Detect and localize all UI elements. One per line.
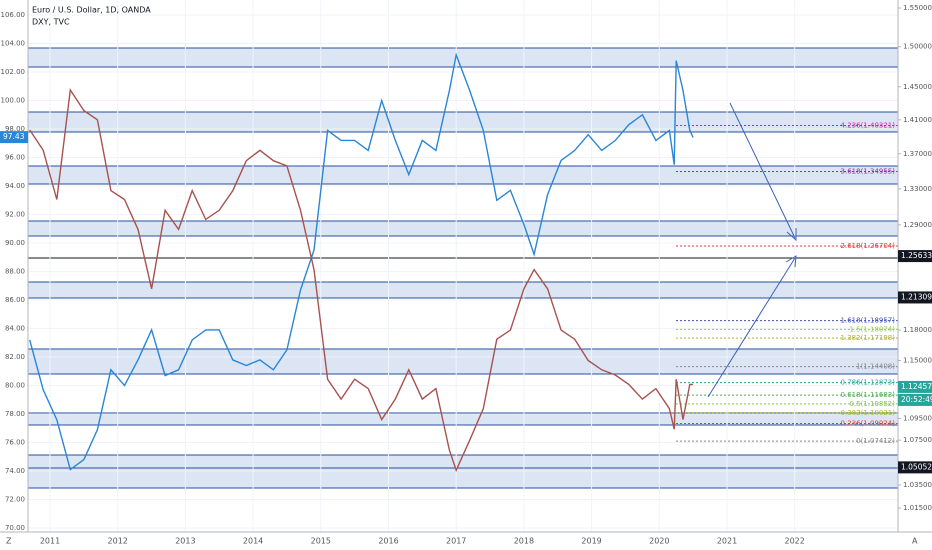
y-tick-label: 72.00 — [5, 496, 25, 504]
corner-label: Z — [6, 537, 12, 546]
zone — [27, 412, 899, 426]
y-tick-label: 106.00 — [1, 11, 26, 19]
y2-tick-label: 1.09500 — [903, 414, 932, 422]
y2-tick-label: 1.41000 — [903, 116, 932, 124]
corner-label: A — [912, 537, 918, 546]
fib-label: 0.382(1.10021) — [841, 409, 896, 417]
series-line — [29, 52, 694, 471]
price-tag-label: 1.25633 — [901, 251, 932, 260]
x-tick-label: 2012 — [108, 537, 128, 546]
y-tick-label: 94.00 — [5, 182, 25, 190]
y2-tick-label: 1.45000 — [903, 83, 932, 91]
price-tag-label: 97.43 — [3, 132, 25, 141]
fib-label: 0.786(1.12873) — [841, 379, 896, 387]
x-tick-label: 2017 — [446, 537, 466, 546]
y-tick-label: 90.00 — [5, 239, 25, 247]
series-line — [29, 88, 694, 473]
y2-tick-label: 1.01500 — [903, 504, 932, 512]
price-tag — [898, 291, 932, 304]
x-tick-label: 2020 — [649, 537, 669, 546]
countdown-tag — [898, 393, 932, 406]
x-tick-label: 2018 — [514, 537, 534, 546]
price-tag — [898, 250, 932, 263]
x-tick-label: 2014 — [243, 537, 263, 546]
fib-label: 2.618(1.26704) — [841, 242, 896, 250]
price-tag — [898, 380, 932, 393]
y-tick-label: 96.00 — [5, 154, 25, 162]
y-tick-label: 100.00 — [1, 97, 26, 105]
y-tick-label: 80.00 — [5, 382, 25, 390]
y-tick-label: 98.00 — [5, 125, 25, 133]
fib-label: 0.618(1.11683) — [841, 391, 896, 399]
y2-tick-label: 1.03500 — [903, 481, 932, 489]
price-tag-label: 1.21309 — [901, 292, 932, 301]
fib-label: 1(1.14408) — [856, 363, 895, 371]
fib-label: 4.236(1.40321) — [841, 122, 896, 130]
x-tick-label: 2022 — [785, 537, 805, 546]
fib-label: 1.382(1.17198) — [841, 334, 896, 342]
x-tick-label: 2019 — [581, 537, 601, 546]
y-tick-label: 88.00 — [5, 268, 25, 276]
y2-tick-label: 1.55000 — [903, 4, 932, 12]
y-tick-label: 92.00 — [5, 211, 25, 219]
x-tick-label: 2013 — [175, 537, 195, 546]
y-tick-label: 104.00 — [1, 40, 26, 48]
arrow — [707, 257, 796, 398]
y2-tick-label: 1.29000 — [903, 221, 932, 229]
y-tick-label: 84.00 — [5, 325, 25, 333]
countdown-label: 20:52:49 — [901, 395, 932, 404]
arrow — [729, 102, 796, 239]
price-tag — [898, 461, 932, 474]
price-tag-label: 1.05052 — [901, 462, 932, 471]
zone — [27, 454, 899, 469]
y-tick-label: 70.00 — [5, 524, 25, 532]
zones — [27, 47, 899, 489]
y-tick-label: 78.00 — [5, 410, 25, 418]
y2-tick-label: 1.07500 — [903, 436, 932, 444]
fib-label: 0(1.07412) — [856, 437, 895, 445]
x-tick-label: 2015 — [311, 537, 331, 546]
x-tick-label: 2011 — [40, 537, 60, 546]
price-tag-label: 1.12457 — [901, 382, 932, 391]
fib-label: 1.5(1.18074) — [849, 325, 895, 333]
fib-label: 0.5(1.10852) — [849, 400, 895, 408]
y-tick-label: 74.00 — [5, 467, 25, 475]
y2-tick-label: 1.15000 — [903, 357, 932, 365]
zone — [27, 220, 899, 237]
y-tick-label: 82.00 — [5, 353, 25, 361]
zone — [27, 281, 899, 299]
y-tick-label: 76.00 — [5, 439, 25, 447]
zone — [27, 47, 899, 68]
y-tick-label: 102.00 — [1, 68, 26, 76]
fib-label: 1.618(1.18957) — [841, 317, 896, 325]
y2-tick-label: 1.18000 — [903, 326, 932, 334]
arrow-head — [786, 228, 797, 242]
x-tick-label: 2021 — [717, 537, 737, 546]
y-tick-label: 86.00 — [5, 296, 25, 304]
y2-tick-label: 1.50000 — [903, 43, 932, 51]
chart-subtitle: DXY, TVC — [32, 18, 70, 27]
arrows — [707, 102, 797, 398]
price-tag — [0, 131, 28, 144]
x-tick-label: 2016 — [378, 537, 398, 546]
arrow-head — [785, 255, 797, 268]
chart-title: Euro / U.S. Dollar, 1D, OANDA — [32, 6, 151, 15]
y2-tick-label: 1.37000 — [903, 150, 932, 158]
fib-label: 0.236(1.09024) — [841, 420, 896, 428]
y2-tick-label: 1.33000 — [903, 185, 932, 193]
fib-label: 3.618(1.34955) — [841, 168, 896, 176]
